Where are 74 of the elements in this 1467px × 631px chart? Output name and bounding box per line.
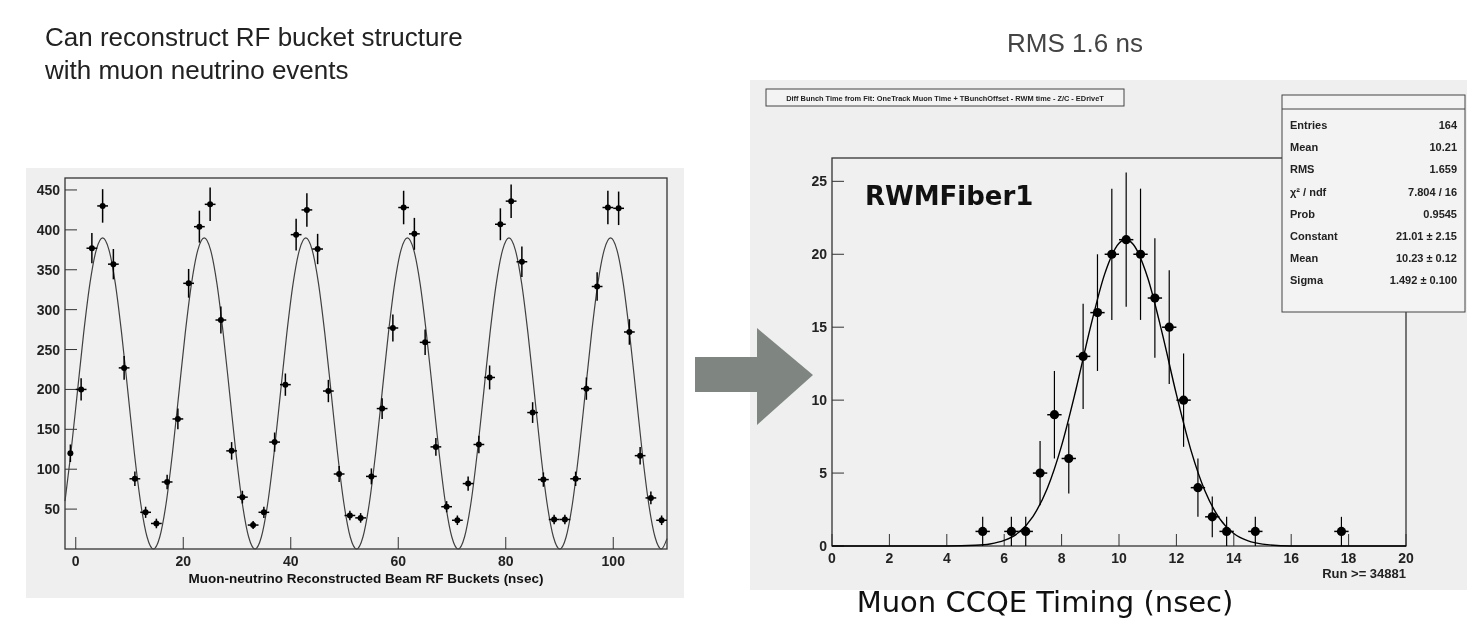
x-tick-label: 18: [1340, 550, 1357, 566]
y-tick-label: 100: [36, 461, 61, 478]
y-tick-label: 250: [36, 341, 61, 358]
chart-title: Can reconstruct RF bucket structure with muon neutrino events: [44, 22, 463, 85]
x-tick-label: 40: [282, 553, 299, 569]
point: [1121, 235, 1131, 245]
x-tick-label: 80: [497, 553, 514, 569]
annotation: RMS: [1290, 163, 1315, 176]
y-tick-label: 0: [819, 538, 828, 554]
annotation: 21.01 ± 2.15: [1395, 230, 1457, 242]
y-tick-label: 200: [36, 381, 61, 398]
y-tick-label: 350: [36, 261, 61, 278]
point: [1164, 322, 1174, 332]
point: [1064, 453, 1074, 464]
point: [1193, 483, 1203, 493]
point: [1021, 526, 1031, 536]
x-tick-label: 2: [885, 550, 894, 566]
y-tick-label: 300: [36, 301, 61, 318]
point: [1049, 410, 1060, 420]
x-tick-label: 0: [71, 553, 80, 569]
point: [1092, 308, 1103, 318]
text: 0.9545: [1423, 207, 1457, 220]
text: 7.804 / 16: [1408, 185, 1457, 198]
point: [1150, 293, 1160, 303]
x-tick-label: 100: [601, 553, 626, 569]
text: 10.21: [1429, 141, 1457, 154]
x-tick-label: 16: [1283, 550, 1300, 566]
x-axis-title: Muon CCQE Timing (nsec): [856, 585, 1234, 619]
y-tick-label: 50: [44, 501, 61, 518]
point: [1135, 249, 1146, 259]
text: 1.659: [1429, 163, 1457, 176]
line-series: [64, 237, 668, 550]
point: [1035, 468, 1045, 478]
x-tick-label: 12: [1168, 550, 1185, 566]
y-tick-label: 20: [811, 246, 828, 263]
x-tick-label: 6: [1000, 550, 1009, 566]
chart-subtitle: RMS 1.6 ns: [1007, 28, 1143, 58]
annotation: Constant: [1290, 230, 1338, 242]
text: Run >= 34881: [1322, 566, 1406, 581]
text: Mean: [1290, 141, 1319, 154]
annotation: Prob: [1290, 207, 1316, 220]
y-tick-label: 10: [811, 392, 828, 409]
y-tick-label: 25: [811, 173, 828, 190]
x-tick-label: 10: [1111, 550, 1127, 566]
y-tick-label: 150: [36, 421, 61, 438]
y-tick-label: 450: [36, 181, 61, 198]
y-tick-label: 15: [811, 319, 828, 336]
annotation: RWMFiber1: [865, 181, 1034, 211]
point: [978, 526, 988, 536]
point: [1006, 526, 1016, 536]
y-tick-label: 5: [819, 465, 828, 482]
point: [1222, 526, 1232, 536]
annotation: χ² / ndf: [1290, 185, 1327, 198]
x-tick-label: 60: [390, 553, 407, 569]
annotation: 10.23 ± 0.12: [1395, 252, 1457, 265]
point: [67, 450, 74, 457]
x-axis-title: Muon-neutrino Reconstructed Beam RF Buckets (nsec): [188, 571, 544, 586]
annotation: 1.492 ± 0.100: [1389, 274, 1457, 287]
x-tick-label: 8: [1057, 550, 1066, 566]
point: [1336, 526, 1347, 536]
point: [1107, 249, 1117, 259]
x-tick-label: 14: [1226, 550, 1242, 566]
point: [1178, 395, 1189, 405]
text: Entries: [1290, 119, 1328, 131]
text: 164: [1438, 119, 1457, 131]
annotation: Mean: [1290, 252, 1319, 265]
y-tick-label: 400: [36, 221, 61, 238]
x-tick-label: 20: [1398, 550, 1414, 566]
point: [1250, 526, 1260, 536]
x-tick-label: 20: [175, 553, 192, 569]
x-tick-label: 4: [942, 550, 951, 566]
point: [1078, 351, 1088, 361]
point: [1207, 512, 1217, 522]
annotation: Sigma: [1290, 274, 1324, 287]
